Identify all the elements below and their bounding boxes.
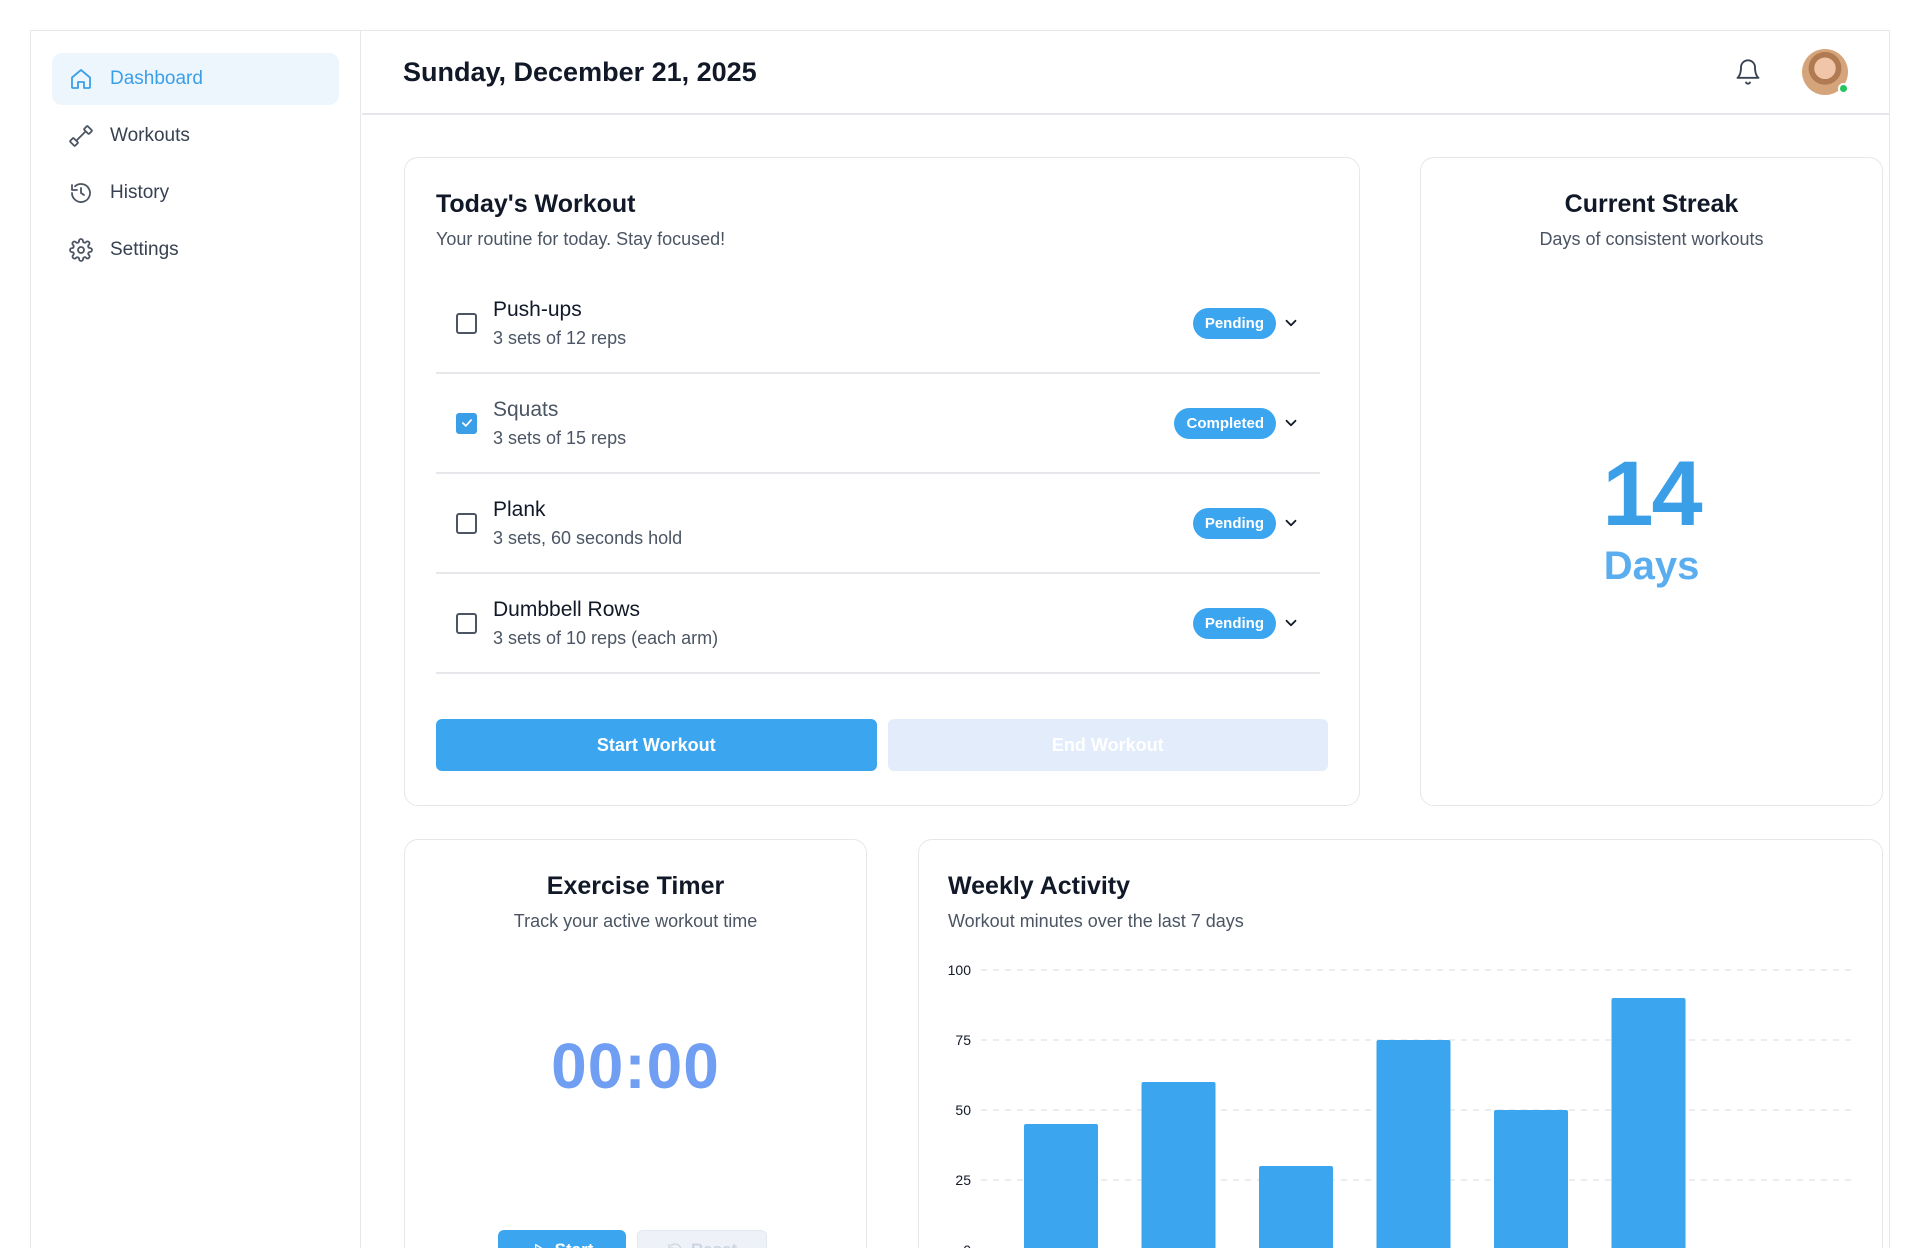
- exercise-checkbox[interactable]: [456, 412, 477, 434]
- exercise-name: Dumbbell Rows: [493, 597, 641, 621]
- timer-reset-button[interactable]: Reset: [637, 1230, 767, 1248]
- header-actions: [1734, 49, 1849, 95]
- y-tick-label: 25: [955, 1172, 971, 1188]
- sidebar-item-settings[interactable]: Settings: [52, 224, 339, 276]
- bell-icon[interactable]: [1734, 58, 1762, 86]
- timer-actions: Start Reset: [498, 1230, 767, 1248]
- status-badge[interactable]: Pending: [1192, 507, 1276, 539]
- exercise-text: Dumbbell Rows 3 sets of 10 reps (each ar…: [493, 598, 718, 649]
- timer-start-button[interactable]: Start: [498, 1230, 626, 1248]
- chart-bar[interactable]: [1024, 1124, 1098, 1248]
- chevron-down-icon[interactable]: [1282, 414, 1300, 432]
- page-date: Sunday, December 21, 2025: [403, 56, 757, 87]
- chart-bar[interactable]: [1611, 998, 1686, 1248]
- top-header: Sunday, December 21, 2025: [362, 31, 1889, 115]
- status-badge[interactable]: Pending: [1192, 307, 1276, 339]
- card-title: Weekly Activity: [948, 872, 1131, 900]
- chevron-down-icon[interactable]: [1282, 514, 1300, 532]
- timer-display: 00:00: [551, 1030, 720, 1102]
- exercise-name: Squats: [493, 397, 559, 421]
- chart-bar[interactable]: [1259, 1166, 1333, 1248]
- avatar[interactable]: [1802, 49, 1849, 95]
- exercise-detail: 3 sets, 60 seconds hold: [493, 527, 683, 548]
- status-badge[interactable]: Pending: [1192, 607, 1276, 639]
- play-icon: [534, 1244, 542, 1248]
- exercise-list: Push-ups 3 sets of 12 reps Pending Squat…: [436, 274, 1320, 674]
- card-subtitle: Track your active workout time: [513, 911, 758, 931]
- home-icon: [68, 66, 94, 92]
- chart-bar[interactable]: [1494, 1110, 1568, 1248]
- exercise-row: Dumbbell Rows 3 sets of 10 reps (each ar…: [436, 574, 1320, 674]
- exercise-detail: 3 sets of 12 reps: [493, 327, 627, 348]
- status-badge[interactable]: Completed: [1174, 407, 1276, 439]
- chevron-down-icon[interactable]: [1282, 614, 1300, 632]
- sidebar-item-history[interactable]: History: [52, 167, 339, 219]
- end-workout-button[interactable]: End Workout: [887, 719, 1328, 771]
- streak-unit: Days: [1603, 544, 1700, 588]
- exercise-checkbox[interactable]: [456, 512, 477, 534]
- weekly-activity-chart: 100 75 50 25 0: [948, 962, 1852, 1248]
- reset-icon: [668, 1243, 682, 1248]
- timer-start-label: Start: [555, 1240, 594, 1248]
- exercise-text: Squats 3 sets of 15 reps: [493, 398, 626, 449]
- app-frame: Dashboard Workouts History Settings Sund…: [30, 30, 1890, 1248]
- exercise-row: Plank 3 sets, 60 seconds hold Pending: [436, 474, 1320, 574]
- sidebar: Dashboard Workouts History Settings: [31, 31, 361, 1248]
- y-tick-label: 100: [948, 962, 972, 978]
- exercise-row: Push-ups 3 sets of 12 reps Pending: [436, 274, 1320, 374]
- y-tick-label: 50: [955, 1102, 971, 1118]
- card-title: Exercise Timer: [546, 872, 725, 900]
- dumbbell-icon: [68, 123, 94, 149]
- online-status-dot: [1838, 83, 1849, 94]
- exercise-status: Pending: [1192, 607, 1300, 639]
- exercise-row: Squats 3 sets of 15 reps Completed: [436, 374, 1320, 474]
- exercise-name: Plank: [493, 497, 546, 521]
- sidebar-item-label: Dashboard: [110, 68, 203, 89]
- card-subtitle: Days of consistent workouts: [1539, 229, 1764, 249]
- sidebar-item-workouts[interactable]: Workouts: [52, 110, 339, 162]
- exercise-text: Plank 3 sets, 60 seconds hold: [493, 498, 682, 549]
- card-title: Today's Workout: [436, 190, 636, 218]
- chart-bar[interactable]: [1376, 1040, 1451, 1248]
- todays-workout-card: Today's Workout Your routine for today. …: [404, 157, 1360, 806]
- exercise-checkbox[interactable]: [456, 612, 477, 634]
- y-tick-label: 75: [955, 1032, 971, 1048]
- weekly-activity-card: Weekly Activity Workout minutes over the…: [918, 839, 1883, 1248]
- streak-value: 14: [1602, 443, 1702, 545]
- check-icon: [461, 419, 472, 427]
- exercise-text: Push-ups 3 sets of 12 reps: [493, 298, 626, 349]
- sidebar-item-dashboard[interactable]: Dashboard: [52, 53, 339, 105]
- card-subtitle: Your routine for today. Stay focused!: [436, 229, 726, 249]
- gear-icon: [68, 237, 94, 263]
- exercise-status: Completed: [1174, 407, 1300, 439]
- timer-reset-label: Reset: [691, 1240, 737, 1248]
- sidebar-item-label: Workouts: [110, 125, 190, 146]
- sidebar-item-label: History: [110, 182, 170, 203]
- exercise-name: Push-ups: [493, 297, 582, 321]
- start-workout-button[interactable]: Start Workout: [436, 719, 877, 771]
- card-title: Current Streak: [1564, 190, 1739, 218]
- exercise-checkbox[interactable]: [456, 312, 477, 334]
- history-icon: [68, 180, 94, 206]
- sidebar-item-label: Settings: [110, 239, 179, 260]
- exercise-status: Pending: [1192, 307, 1300, 339]
- exercise-detail: 3 sets of 10 reps (each arm): [493, 627, 719, 648]
- chevron-down-icon[interactable]: [1282, 314, 1300, 332]
- workout-actions: Start Workout End Workout: [436, 719, 1328, 771]
- exercise-status: Pending: [1192, 507, 1300, 539]
- card-subtitle: Workout minutes over the last 7 days: [948, 911, 1244, 931]
- y-tick-label: 0: [963, 1242, 971, 1248]
- chart-bar[interactable]: [1141, 1082, 1216, 1248]
- exercise-detail: 3 sets of 15 reps: [493, 427, 627, 448]
- exercise-timer-card: Exercise Timer Track your active workout…: [404, 839, 867, 1248]
- current-streak-card: Current Streak Days of consistent workou…: [1420, 157, 1883, 806]
